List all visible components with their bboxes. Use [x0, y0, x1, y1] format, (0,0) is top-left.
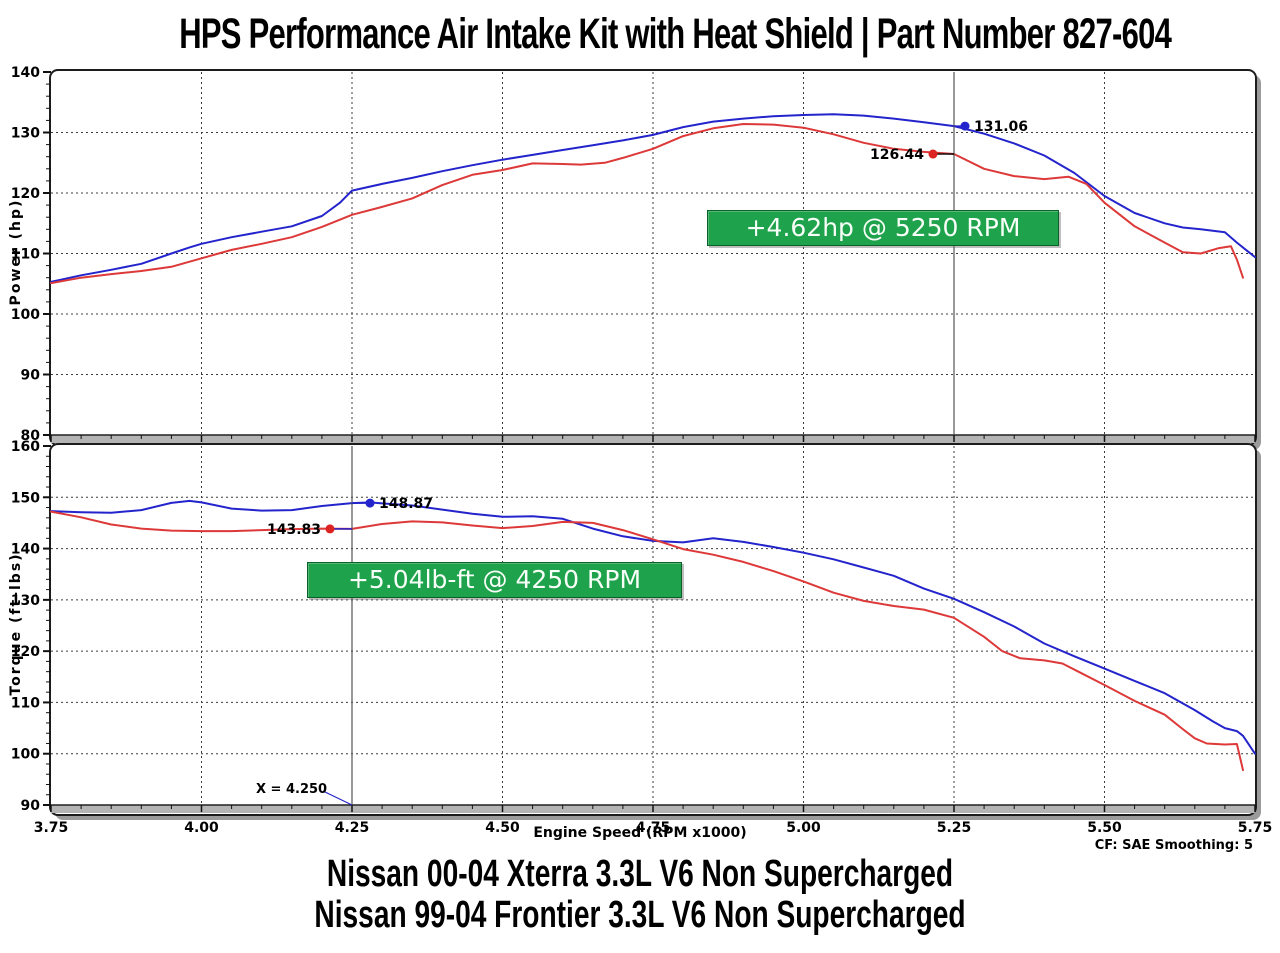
svg-text:110: 110: [11, 695, 40, 711]
svg-text:90: 90: [21, 368, 41, 384]
vehicle-application-line-2: Nissan 99-04 Frontier 3.3L V6 Non Superc…: [314, 894, 966, 936]
svg-text:100: 100: [11, 747, 40, 763]
chart-title: HPS Performance Air Intake Kit with Heat…: [179, 10, 1172, 58]
power-axis-label: Power (hp): [8, 198, 24, 306]
torque-gain-annotation: +5.04lb-ft @ 4250 RPM: [307, 562, 682, 598]
svg-text:5.25: 5.25: [937, 820, 972, 836]
svg-text:4.50: 4.50: [485, 820, 520, 836]
svg-text:143.83: 143.83: [267, 522, 321, 538]
svg-text:130: 130: [11, 593, 40, 609]
torque-axis-label: Torque (ft-lbs): [8, 552, 24, 696]
svg-text:140: 140: [11, 65, 40, 81]
svg-text:4.25: 4.25: [335, 820, 370, 836]
svg-text:4.75: 4.75: [636, 820, 671, 836]
svg-text:110: 110: [11, 247, 40, 263]
svg-text:5.50: 5.50: [1087, 820, 1122, 836]
correction-factor-note: CF: SAE Smoothing: 5: [1094, 838, 1253, 853]
svg-text:5.75: 5.75: [1238, 820, 1273, 836]
svg-text:148.87: 148.87: [379, 496, 433, 512]
svg-text:5.00: 5.00: [786, 820, 821, 836]
svg-text:90: 90: [21, 798, 41, 814]
svg-text:3.75: 3.75: [34, 820, 69, 836]
svg-text:160: 160: [11, 439, 40, 455]
svg-text:4.00: 4.00: [184, 820, 219, 836]
svg-text:126.44: 126.44: [870, 147, 924, 163]
svg-text:130: 130: [11, 126, 40, 142]
svg-text:150: 150: [11, 490, 40, 506]
svg-text:120: 120: [11, 644, 40, 660]
svg-text:120: 120: [11, 186, 40, 202]
power-gain-annotation: +4.62hp @ 5250 RPM: [707, 210, 1059, 246]
svg-text:140: 140: [11, 542, 40, 558]
cursor-x-value-label: X = 4.250: [256, 782, 328, 797]
x-axis-label: Engine Speed (RPM x1000): [533, 825, 747, 841]
vehicle-application-line-1: Nissan 00-04 Xterra 3.3L V6 Non Supercha…: [326, 853, 954, 895]
svg-text:131.06: 131.06: [974, 119, 1028, 135]
svg-text:80: 80: [21, 428, 41, 444]
svg-text:100: 100: [11, 307, 40, 323]
